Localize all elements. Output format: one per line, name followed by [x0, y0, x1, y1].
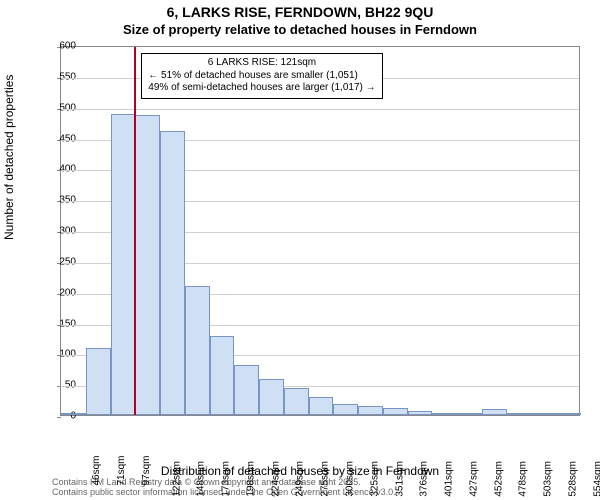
- histogram-bar: [185, 286, 210, 415]
- ytick-label: 300: [46, 226, 76, 237]
- ytick-label: 200: [46, 287, 76, 298]
- xtick-label: 554sqm: [592, 461, 600, 497]
- xtick-label: 427sqm: [468, 461, 479, 497]
- plot-area: 6 LARKS RISE: 121sqm← 51% of detached ho…: [60, 46, 580, 416]
- xtick-label: 97sqm: [141, 456, 152, 486]
- xtick-label: 376sqm: [419, 461, 430, 497]
- histogram-bar: [358, 406, 383, 415]
- histogram-bar: [482, 409, 507, 415]
- xtick-label: 503sqm: [543, 461, 554, 497]
- xtick-label: 478sqm: [518, 461, 529, 497]
- xtick-label: 224sqm: [270, 461, 281, 497]
- xtick-label: 71sqm: [116, 456, 127, 486]
- histogram-bar: [333, 404, 358, 415]
- ytick-label: 550: [46, 71, 76, 82]
- chart-container: 6, LARKS RISE, FERNDOWN, BH22 9QU Size o…: [0, 0, 600, 500]
- histogram-bar: [309, 397, 334, 416]
- xtick-label: 528sqm: [567, 461, 578, 497]
- ytick-label: 50: [46, 380, 76, 391]
- histogram-bar: [457, 413, 482, 415]
- annotation-line1: 6 LARKS RISE: 121sqm: [148, 57, 375, 70]
- histogram-bar: [432, 413, 457, 415]
- xtick-label: 148sqm: [196, 461, 207, 497]
- histogram-bar: [61, 413, 86, 415]
- ytick-label: 150: [46, 318, 76, 329]
- histogram-bar: [284, 388, 309, 415]
- annotation-line3: 49% of semi-detached houses are larger (…: [148, 82, 375, 95]
- ytick-label: 250: [46, 256, 76, 267]
- xtick-label: 452sqm: [493, 461, 504, 497]
- histogram-bar: [408, 411, 433, 415]
- ytick-label: 400: [46, 164, 76, 175]
- chart-title-line1: 6, LARKS RISE, FERNDOWN, BH22 9QU: [0, 4, 600, 20]
- histogram-bar: [111, 114, 136, 415]
- histogram-bar: [210, 336, 235, 415]
- histogram-bar: [135, 115, 160, 415]
- gridline: [61, 109, 579, 110]
- xtick-label: 46sqm: [91, 456, 102, 486]
- histogram-bar: [507, 413, 532, 415]
- xtick-label: 325sqm: [369, 461, 380, 497]
- chart-title-line2: Size of property relative to detached ho…: [0, 22, 600, 37]
- ytick-label: 600: [46, 41, 76, 52]
- ytick-label: 350: [46, 195, 76, 206]
- histogram-bar: [160, 131, 185, 415]
- ytick-label: 450: [46, 133, 76, 144]
- ytick-label: 100: [46, 349, 76, 360]
- xtick-label: 198sqm: [246, 461, 257, 497]
- xtick-label: 249sqm: [295, 461, 306, 497]
- annotation-box: 6 LARKS RISE: 121sqm← 51% of detached ho…: [141, 53, 382, 99]
- ytick-label: 500: [46, 102, 76, 113]
- histogram-bar: [383, 408, 408, 415]
- xtick-label: 351sqm: [394, 461, 405, 497]
- xtick-label: 401sqm: [444, 461, 455, 497]
- marker-line: [134, 47, 136, 415]
- histogram-bar: [531, 413, 556, 415]
- y-axis-label: Number of detached properties: [2, 75, 16, 240]
- histogram-bar: [259, 379, 284, 415]
- xtick-label: 275sqm: [320, 461, 331, 497]
- xtick-label: 300sqm: [345, 461, 356, 497]
- annotation-line2: ← 51% of detached houses are smaller (1,…: [148, 70, 375, 83]
- histogram-bar: [86, 348, 111, 415]
- histogram-bar: [234, 365, 259, 415]
- histogram-bar: [556, 413, 581, 415]
- xtick-label: 122sqm: [171, 461, 182, 497]
- xtick-label: 173sqm: [221, 461, 232, 497]
